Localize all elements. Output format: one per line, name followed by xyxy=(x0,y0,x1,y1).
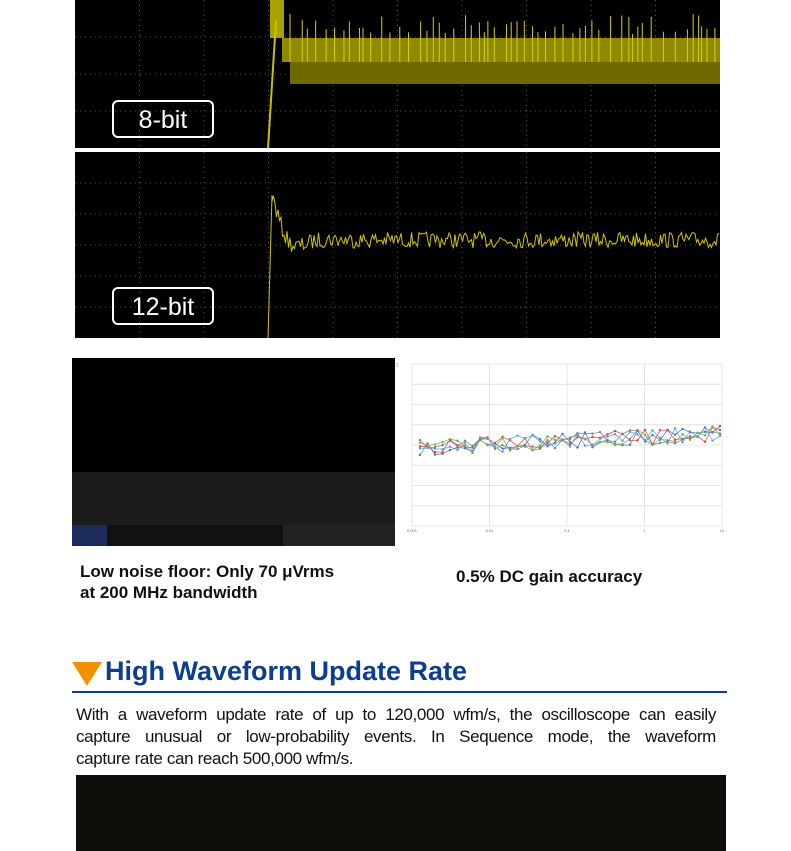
section-title: High Waveform Update Rate xyxy=(105,656,468,686)
chart-xtick: 0.01 xyxy=(486,528,495,533)
caption-gain: 0.5% DC gain accuracy xyxy=(456,567,643,586)
caption-noise: Low noise floor: Only 70 μVrms at 200 MH… xyxy=(80,561,334,603)
trace-12bit xyxy=(267,194,720,339)
update-rate-screenshot xyxy=(76,775,726,851)
trace-band xyxy=(270,0,284,38)
caption-line: Low noise floor: Only 70 μVrms xyxy=(80,562,335,581)
paragraph-line: capture unusual or low-probability event… xyxy=(76,727,716,746)
label-box xyxy=(112,100,214,138)
measure-panel xyxy=(72,472,395,525)
chart-line xyxy=(419,426,721,454)
chart-xtick: 1 xyxy=(643,528,646,533)
paragraph-line: capture rate can reach 500,000 wfm/s. xyxy=(76,749,354,768)
channel-box xyxy=(72,525,107,546)
section-marker xyxy=(72,662,102,686)
trace-band xyxy=(290,62,720,84)
label-12bit: 12-bit xyxy=(132,293,195,321)
chart-line xyxy=(419,426,721,453)
label-8bit: 8-bit xyxy=(139,106,188,134)
caption-line: at 200 MHz bandwidth xyxy=(80,583,258,602)
chart-line xyxy=(419,426,721,453)
chart-xtick: 0.001 xyxy=(407,528,418,533)
trace-band xyxy=(282,38,720,62)
section-paragraph: With a waveform update rate of up to 120… xyxy=(76,704,716,770)
chart-line xyxy=(419,427,721,450)
trace-edge xyxy=(267,19,277,149)
gain-plot: 0.001 0.01 0.1 1 10 xyxy=(407,363,725,533)
chart-xtick: 0.1 xyxy=(564,528,570,533)
chart-xtick: 10 xyxy=(720,528,725,533)
gain-chart xyxy=(400,358,727,546)
timebase-box xyxy=(283,525,395,546)
label-box xyxy=(112,287,214,325)
paragraph-line: With a waveform update rate of up to 120… xyxy=(76,705,716,724)
